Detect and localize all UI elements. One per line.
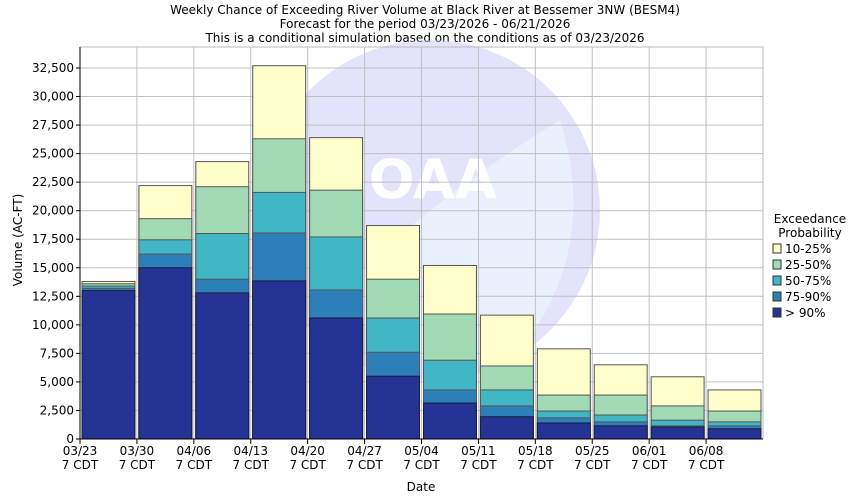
- x-axis-label: Date: [407, 480, 436, 494]
- bar-segment--90-: [138, 267, 193, 440]
- legend-label: 25-50%: [785, 258, 831, 272]
- x-tick-label: 04/20: [290, 444, 325, 458]
- x-tick-sublabel: 7 CDT: [460, 458, 497, 472]
- legend-swatch: [772, 275, 782, 286]
- y-tick-label: 27,500: [32, 118, 74, 132]
- x-tick-sublabel: 7 CDT: [346, 458, 383, 472]
- y-tick-label: 2,500: [40, 403, 74, 417]
- legend-swatch: [772, 291, 782, 302]
- y-tick-label: 22,500: [32, 175, 74, 189]
- x-tick-sublabel: 7 CDT: [62, 458, 99, 472]
- chart-title: Weekly Chance of Exceeding River Volume …: [170, 3, 680, 17]
- x-tick-label: 05/25: [575, 444, 610, 458]
- bar-segment--90-: [423, 402, 477, 440]
- x-tick-label: 05/04: [404, 444, 439, 458]
- x-tick-sublabel: 7 CDT: [688, 458, 725, 472]
- y-tick-label: 0: [66, 432, 74, 446]
- legend: Exceedance Probability 10-25% 25-50% 50-75…: [772, 212, 846, 320]
- x-tick-label: 04/06: [177, 444, 212, 458]
- legend-swatch: [772, 243, 782, 254]
- legend-swatch: [772, 259, 782, 270]
- bar-segment--90-: [479, 416, 534, 440]
- x-tick-sublabel: 7 CDT: [233, 458, 270, 472]
- x-tick-label: 06/08: [689, 444, 724, 458]
- x-tick-sublabel: 7 CDT: [574, 458, 611, 472]
- x-tick-sublabel: 7 CDT: [403, 458, 440, 472]
- x-tick-label: 03/23: [63, 444, 98, 458]
- y-tick-label: 32,500: [32, 61, 74, 75]
- bar-segment--90-: [650, 426, 705, 440]
- x-tick-label: 05/18: [518, 444, 553, 458]
- x-tick-sublabel: 7 CDT: [517, 458, 554, 472]
- x-tick-label: 06/01: [632, 444, 667, 458]
- x-tick-label: 04/27: [347, 444, 382, 458]
- bar-segment--90-: [593, 425, 648, 440]
- x-tick-label: 05/11: [461, 444, 496, 458]
- bar-segment--90-: [536, 422, 591, 440]
- chart-subtitle-2: This is a conditional simulation based o…: [205, 31, 645, 45]
- bar-segment--90-: [366, 375, 421, 440]
- y-tick-label: 25,000: [32, 147, 74, 161]
- y-tick-label: 7,500: [40, 346, 74, 360]
- legend-label: 50-75%: [785, 274, 831, 288]
- y-tick-label: 15,000: [32, 261, 74, 275]
- bar-segment--90-: [81, 290, 136, 440]
- x-tick-label: 04/13: [233, 444, 268, 458]
- bar-segment--90-: [195, 292, 250, 440]
- y-axis-label: Volume (AC-FT): [11, 194, 25, 287]
- legend-title-2: Probability: [778, 226, 841, 240]
- legend-title-1: Exceedance: [774, 212, 846, 226]
- x-tick-sublabel: 7 CDT: [176, 458, 213, 472]
- legend-label: 10-25%: [785, 242, 831, 256]
- y-tick-label: 20,000: [32, 204, 74, 218]
- y-tick-label: 30,000: [32, 90, 74, 104]
- y-tick-label: 10,000: [32, 318, 74, 332]
- y-tick-label: 5,000: [40, 375, 74, 389]
- bar-segment--90-: [707, 428, 762, 440]
- legend-label: 75-90%: [785, 290, 831, 304]
- x-tick-sublabel: 7 CDT: [119, 458, 156, 472]
- x-tick-sublabel: 7 CDT: [289, 458, 326, 472]
- x-tick-sublabel: 7 CDT: [631, 458, 668, 472]
- legend-swatch: [772, 307, 782, 318]
- chart-subtitle-1: Forecast for the period 03/23/2026 - 06/…: [279, 17, 571, 31]
- y-tick-label: 12,500: [32, 289, 74, 303]
- bar-segment--90-: [252, 280, 307, 440]
- y-tick-label: 17,500: [32, 232, 74, 246]
- legend-label: > 90%: [785, 306, 826, 320]
- bar-segment--90-: [309, 317, 364, 440]
- x-tick-label: 03/30: [120, 444, 155, 458]
